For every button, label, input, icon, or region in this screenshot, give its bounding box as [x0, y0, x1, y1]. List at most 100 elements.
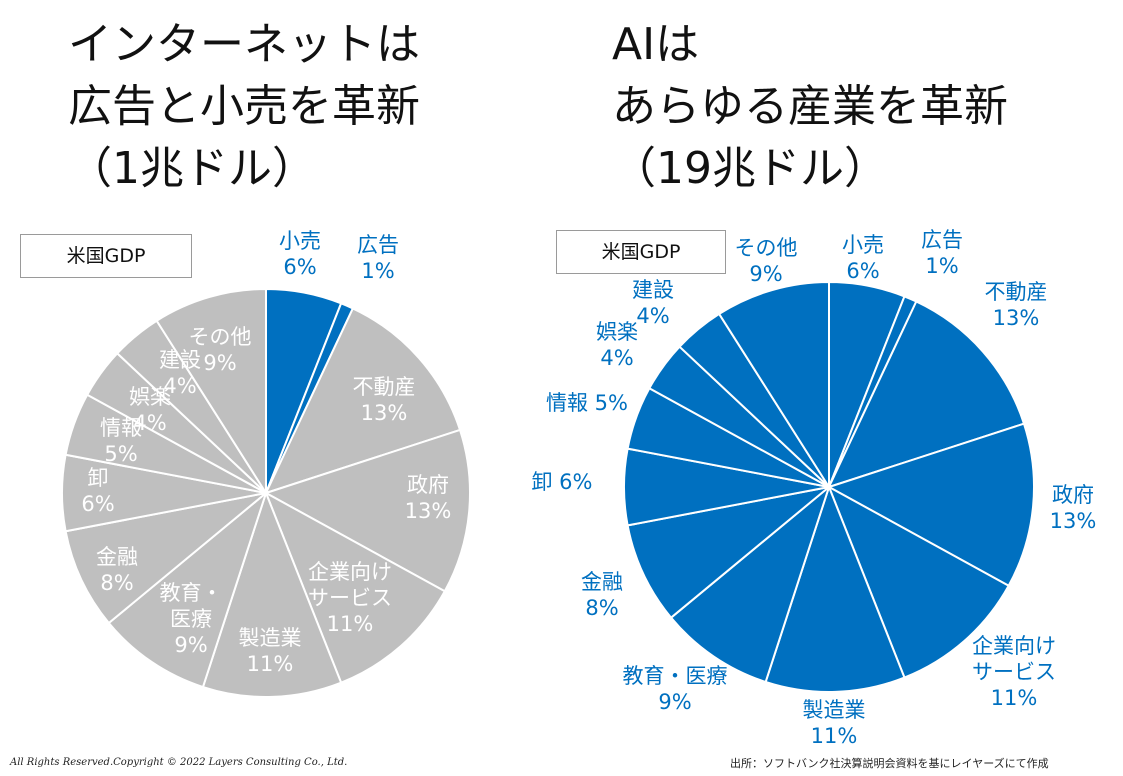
right-label-wholesale: 卸 6%	[532, 470, 593, 494]
left-label-entertainment-line-1: 娯楽	[129, 385, 171, 409]
right-slice-real-estate	[828, 300, 1025, 488]
right-label-finance-line-1: 金融	[581, 570, 623, 594]
right-label-other-line-2: 9%	[749, 262, 782, 286]
left-slice-education-medical	[107, 492, 267, 689]
right-slice-government	[828, 422, 1035, 587]
right-label-education-medical: 教育・医療9%	[623, 664, 728, 714]
left-slice-business-services	[265, 492, 446, 684]
left-label-entertainment-line-2: 4%	[133, 411, 166, 435]
left-label-wholesale: 卸6%	[81, 466, 114, 516]
left-label-real-estate-line-2: 13%	[361, 401, 408, 425]
right-label-construction-line-1: 建設	[632, 278, 674, 302]
right-label-finance-line-2: 8%	[585, 596, 618, 620]
left-label-retail-line-2: 6%	[283, 255, 316, 279]
right-label-education-medical-line-2: 9%	[658, 690, 691, 714]
right-label-information-line-1: 情報 5%	[546, 391, 628, 415]
left-label-education-medical-line-1: 教育・	[160, 581, 223, 605]
left-label-retail-line-1: 小売	[279, 229, 321, 253]
copyright-notice: All Rights Reserved.Copyright © 2022 Lay…	[10, 757, 348, 768]
right-label-entertainment-line-2: 4%	[600, 346, 633, 370]
right-label-business-services-line-2: サービス	[972, 660, 1056, 684]
right-label-real-estate-line-1: 不動産	[985, 280, 1048, 304]
right-label-manufacturing-line-2: 11%	[811, 724, 858, 748]
left-label-manufacturing-line-2: 11%	[247, 652, 294, 676]
left-slice-manufacturing	[201, 492, 343, 698]
right-slice-manufacturing	[764, 486, 906, 693]
right-gdp-label: 米国GDP	[556, 230, 726, 274]
right-slice-education-medical	[670, 486, 830, 683]
source-note: 出所：ソフトバンク社決算説明会資料を基にレイヤーズにて作成	[730, 757, 1049, 770]
left-label-education-medical-line-2: 医療	[170, 607, 212, 631]
right-label-entertainment-line-1: 娯楽	[596, 320, 638, 344]
left-label-construction-line-2: 4%	[163, 374, 196, 398]
left-label-government-line-1: 政府	[407, 473, 449, 497]
left-label-manufacturing-line-1: 製造業	[239, 626, 302, 650]
right-title-line-3: （19兆ドル）	[612, 143, 888, 194]
left-label-finance-line-1: 金融	[96, 545, 138, 569]
left-slices	[61, 288, 471, 698]
left-title-line-2: 広告と小売を革新	[68, 81, 420, 132]
left-label-construction-line-1: 建設	[159, 348, 201, 372]
left-label-information-line-2: 5%	[104, 442, 137, 466]
left-label-advertising-line-2: 1%	[361, 259, 394, 283]
left-label-other-line-2: 9%	[203, 351, 236, 375]
left-gdp-label: 米国GDP	[20, 234, 192, 278]
left-label-finance-line-2: 8%	[100, 571, 133, 595]
right-label-government-line-1: 政府	[1052, 483, 1094, 507]
left-label-education-medical: 教育・医療9%	[160, 581, 223, 657]
left-label-advertising-line-1: 広告	[357, 233, 399, 257]
right-label-advertising: 広告1%	[921, 228, 963, 278]
left-label-business-services-line-2: サービス	[308, 586, 392, 610]
right-label-retail-line-2: 6%	[846, 259, 879, 283]
right-title-line-2: あらゆる産業を革新	[612, 81, 1008, 132]
left-label-business-services-line-3: 11%	[327, 612, 374, 636]
left-label-wholesale-line-1: 卸	[88, 466, 109, 490]
right-label-retail: 小売6%	[842, 233, 884, 283]
right-label-entertainment: 娯楽4%	[596, 320, 638, 370]
right-title: AIは あらゆる産業を革新 （19兆ドル）	[612, 14, 1008, 200]
left-label-entertainment: 娯楽4%	[129, 385, 171, 435]
right-label-education-medical-line-1: 教育・医療	[623, 664, 728, 688]
right-slice-finance	[626, 486, 830, 619]
left-label-other-line-1: その他	[189, 325, 252, 349]
right-label-other-line-1: その他	[735, 236, 798, 260]
right-label-wholesale-line-1: 卸 6%	[532, 470, 593, 494]
right-slice-other	[718, 281, 830, 488]
right-label-business-services-line-1: 企業向け	[972, 634, 1056, 658]
left-label-wholesale-line-2: 6%	[81, 492, 114, 516]
right-label-information: 情報 5%	[546, 391, 628, 415]
left-label-construction: 建設4%	[159, 348, 201, 398]
right-label-advertising-line-2: 1%	[925, 254, 958, 278]
left-label-retail: 小売6%	[279, 229, 321, 279]
left-label-real-estate-line-1: 不動産	[353, 375, 416, 399]
left-label-information: 情報5%	[100, 416, 142, 466]
left-slice-other	[155, 288, 267, 494]
left-label-government-line-2: 13%	[405, 499, 452, 523]
left-label-education-medical-line-3: 9%	[174, 633, 207, 657]
left-label-business-services-line-1: 企業向け	[308, 560, 392, 584]
right-slice-business-services	[828, 486, 1010, 679]
left-slice-finance	[64, 492, 267, 625]
right-slices	[623, 281, 1035, 693]
right-label-business-services-line-3: 11%	[991, 686, 1038, 710]
left-labels: 小売6%広告1%不動産13%政府13%企業向けサービス11%製造業11%教育・医…	[81, 229, 451, 676]
left-title-line-1: インターネットは	[68, 19, 420, 70]
left-slice-government	[265, 428, 471, 593]
left-slice-real-estate	[265, 307, 462, 494]
left-label-information-line-1: 情報	[100, 416, 142, 440]
right-label-real-estate-line-2: 13%	[993, 306, 1040, 330]
right-label-construction: 建設4%	[632, 278, 674, 328]
right-label-manufacturing-line-1: 製造業	[803, 698, 866, 722]
right-label-finance: 金融8%	[581, 570, 623, 620]
left-title: インターネットは 広告と小売を革新 （1兆ドル）	[68, 14, 420, 200]
left-label-finance: 金融8%	[96, 545, 138, 595]
